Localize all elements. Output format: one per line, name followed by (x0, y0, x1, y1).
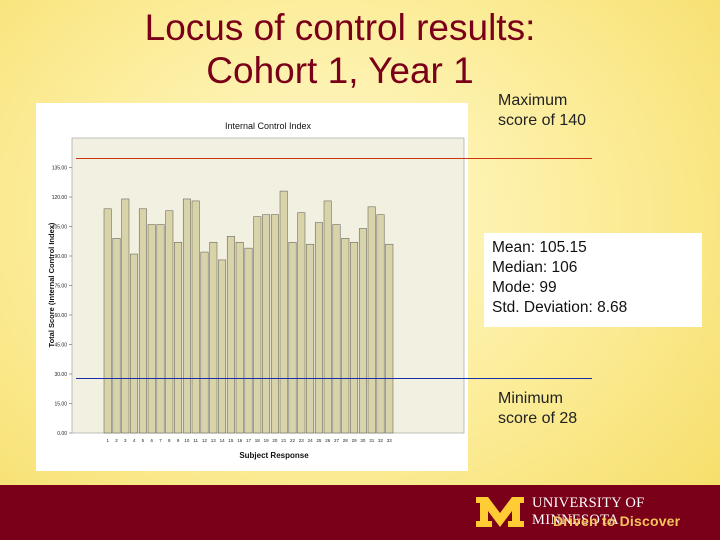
stats-box: Mean: 105.15 Median: 106 Mode: 99 Std. D… (484, 233, 702, 327)
minimum-callout: Minimum score of 28 (498, 390, 578, 427)
bar-subject-22 (288, 241, 297, 434)
chart-title: Internal Control Index (225, 121, 312, 131)
chart-panel: Internal Control Index Subject Response … (36, 103, 468, 471)
y-tick-label: 135.00 (52, 166, 68, 172)
bar-subject-24 (306, 243, 315, 434)
x-tick-label: 6 (150, 438, 153, 443)
x-tick-label: 3 (124, 438, 127, 443)
bar-subject-18 (253, 216, 262, 434)
university-m-logo (476, 497, 524, 527)
bar-subject-16 (235, 241, 244, 434)
bar-subject-28 (341, 238, 350, 434)
bar-subject-30 (358, 228, 367, 434)
bar-subject-20 (270, 214, 279, 434)
x-tick-label: 20 (272, 438, 278, 443)
y-tick-label: 30.00 (54, 372, 67, 378)
university-tagline: Driven to Discover (553, 513, 681, 529)
x-tick-label: 27 (334, 438, 340, 443)
bar-subject-10 (182, 198, 191, 434)
stat-median: Median: 106 (492, 259, 578, 276)
bar-subject-4 (130, 253, 139, 434)
title-line-1: Locus of control results: (144, 7, 536, 48)
bar-subject-29 (350, 241, 359, 434)
maximum-reference-line (76, 157, 592, 159)
x-tick-label: 33 (387, 438, 393, 443)
bar-subject-13 (209, 241, 218, 434)
x-tick-label: 31 (369, 438, 375, 443)
x-tick-label: 19 (264, 438, 270, 443)
bar-subject-3 (121, 198, 130, 434)
title-line-2: Cohort 1, Year 1 (206, 50, 474, 91)
x-tick-label: 4 (133, 438, 136, 443)
stat-mean: Mean: 105.15 (492, 239, 587, 256)
x-tick-label: 2 (115, 438, 118, 443)
x-tick-label: 13 (211, 438, 217, 443)
bar-chart: Internal Control Index Subject Response … (47, 121, 465, 460)
x-tick-label: 9 (177, 438, 180, 443)
bar-subject-17 (244, 247, 253, 434)
bar-subject-26 (323, 200, 332, 434)
bar-subject-23 (297, 212, 306, 434)
x-tick-label: 7 (159, 438, 162, 443)
y-tick-label: 105.00 (52, 225, 68, 231)
bar-subject-6 (147, 224, 156, 434)
x-tick-label: 5 (142, 438, 145, 443)
bar-subject-27 (332, 224, 341, 434)
y-tick-label: 15.00 (54, 402, 67, 408)
x-tick-label: 16 (237, 438, 243, 443)
bar-subject-21 (279, 190, 288, 434)
x-tick-label: 26 (325, 438, 331, 443)
x-tick-label: 29 (352, 438, 358, 443)
stat-mode: Mode: 99 (492, 279, 557, 296)
bar-subject-7 (156, 224, 165, 434)
y-tick-label: 0.00 (57, 431, 67, 437)
x-tick-label: 12 (202, 438, 208, 443)
stat-std-deviation: Std. Deviation: 8.68 (492, 299, 628, 316)
x-tick-label: 10 (184, 438, 190, 443)
y-tick-label: 90.00 (54, 254, 67, 260)
bar-subject-32 (376, 214, 385, 434)
x-tick-label: 28 (343, 438, 349, 443)
maximum-callout: Maximum score of 140 (498, 92, 587, 129)
x-tick-label: 11 (193, 438, 198, 443)
x-tick-label: 8 (168, 438, 171, 443)
y-tick-label: 60.00 (54, 313, 67, 319)
bar-subject-14 (218, 259, 227, 434)
bar-subject-9 (174, 241, 183, 434)
bar-subject-8 (165, 210, 174, 434)
x-tick-label: 32 (378, 438, 384, 443)
x-tick-label: 21 (281, 438, 287, 443)
bar-subject-19 (262, 214, 271, 434)
bar-subject-2 (112, 238, 121, 434)
x-tick-label: 1 (106, 438, 109, 443)
footer-bar (0, 485, 720, 540)
x-tick-label: 17 (246, 438, 252, 443)
x-tick-label: 18 (255, 438, 261, 443)
x-tick-label: 25 (316, 438, 322, 443)
university-name: UNIVERSITY OF MINNESOTA (532, 495, 645, 528)
minimum-reference-line (76, 377, 592, 379)
bar-subject-33 (385, 243, 394, 434)
x-axis-label: Subject Response (239, 451, 309, 460)
bar-subject-1 (103, 208, 112, 434)
x-tick-label: 22 (290, 438, 296, 443)
bar-subject-5 (138, 208, 147, 434)
x-tick-label: 15 (228, 438, 234, 443)
bar-subject-11 (191, 200, 200, 434)
bar-subject-25 (314, 222, 323, 434)
bar-subject-31 (367, 206, 376, 434)
x-tick-label: 30 (360, 438, 366, 443)
x-tick-label: 23 (299, 438, 305, 443)
slide-title: Locus of control results: Cohort 1, Year… (60, 6, 620, 92)
x-tick-label: 14 (220, 438, 226, 443)
y-tick-label: 75.00 (54, 284, 67, 290)
y-tick-label: 120.00 (52, 195, 68, 201)
bar-subject-12 (200, 251, 209, 434)
y-tick-label: 45.00 (54, 343, 67, 349)
x-tick-label: 24 (308, 438, 314, 443)
y-axis-label: Total Score (Internal Control Index) (47, 222, 56, 347)
bar-subject-15 (226, 236, 235, 434)
